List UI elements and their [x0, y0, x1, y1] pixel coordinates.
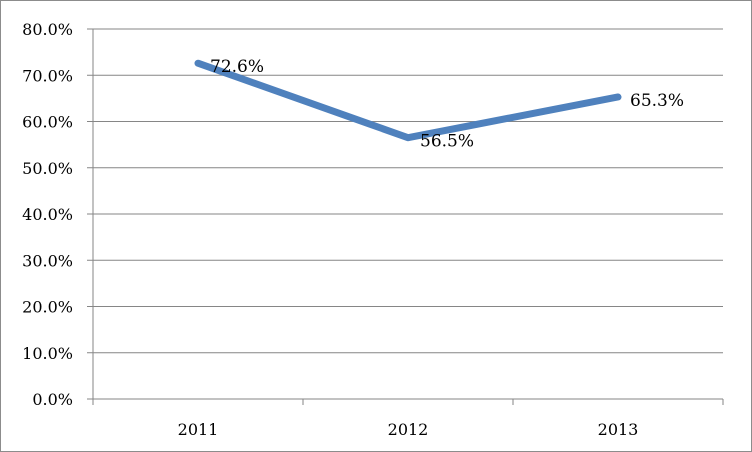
x-tick-label: 2013 [598, 420, 639, 439]
y-tick-label: 60.0% [22, 113, 73, 132]
y-tick-label: 20.0% [22, 298, 73, 317]
data-point [407, 137, 409, 139]
x-tick-label: 2012 [388, 420, 429, 439]
data-label: 56.5% [420, 132, 474, 152]
y-tick-label: 30.0% [22, 251, 73, 270]
y-tick-label: 80.0% [22, 20, 73, 39]
y-tick-label: 10.0% [22, 344, 73, 363]
y-tick-label: 50.0% [22, 159, 73, 178]
data-label: 72.6% [210, 57, 264, 77]
data-label: 65.3% [630, 91, 684, 111]
y-tick-label: 0.0% [32, 390, 73, 409]
data-point [197, 62, 199, 64]
y-tick-label: 70.0% [22, 66, 73, 85]
data-point [617, 96, 619, 98]
x-tick-label: 2011 [178, 420, 219, 439]
y-tick-label: 40.0% [22, 205, 73, 224]
